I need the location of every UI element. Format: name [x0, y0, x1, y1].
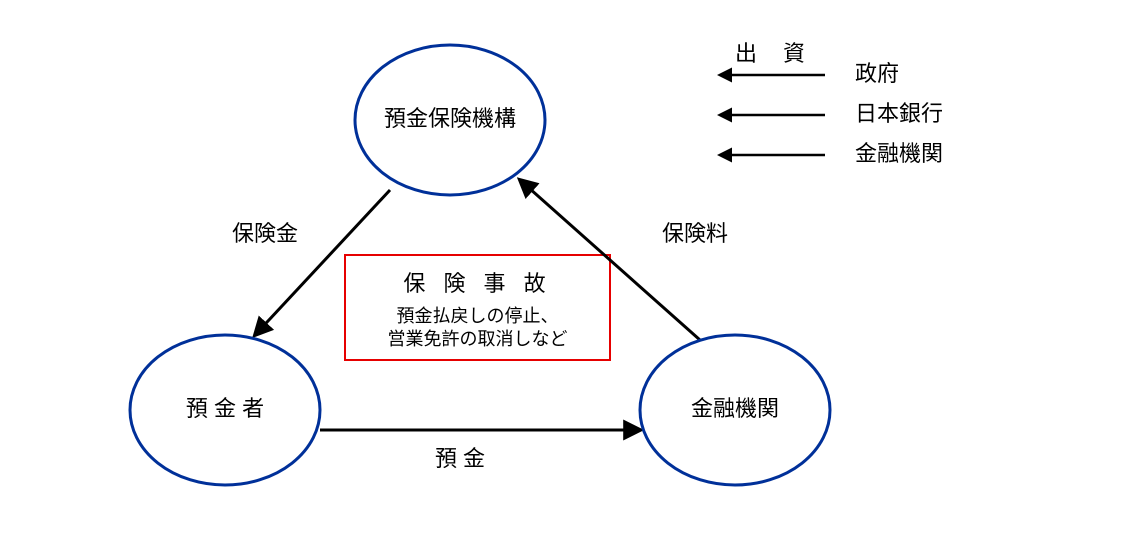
- funder-label-1: 日本銀行: [855, 101, 943, 126]
- node-label-left: 預 金 者: [186, 396, 264, 421]
- center-box-title: 保 険 事 故: [403, 271, 551, 296]
- node-label-top: 預金保険機構: [384, 106, 516, 131]
- funders-header: 出 資: [735, 41, 815, 66]
- edge-label-left-to-right: 預 金: [435, 446, 485, 471]
- center-box-line1: 預金払戻しの停止、: [397, 306, 559, 326]
- center-box-line2: 営業免許の取消しなど: [388, 329, 568, 349]
- node-label-right: 金融機関: [691, 396, 779, 421]
- funder-label-0: 政府: [855, 61, 899, 86]
- funder-label-2: 金融機関: [855, 141, 943, 166]
- edge-label-top-to-left: 保険金: [232, 221, 298, 246]
- edge-label-right-to-top: 保険料: [662, 221, 728, 246]
